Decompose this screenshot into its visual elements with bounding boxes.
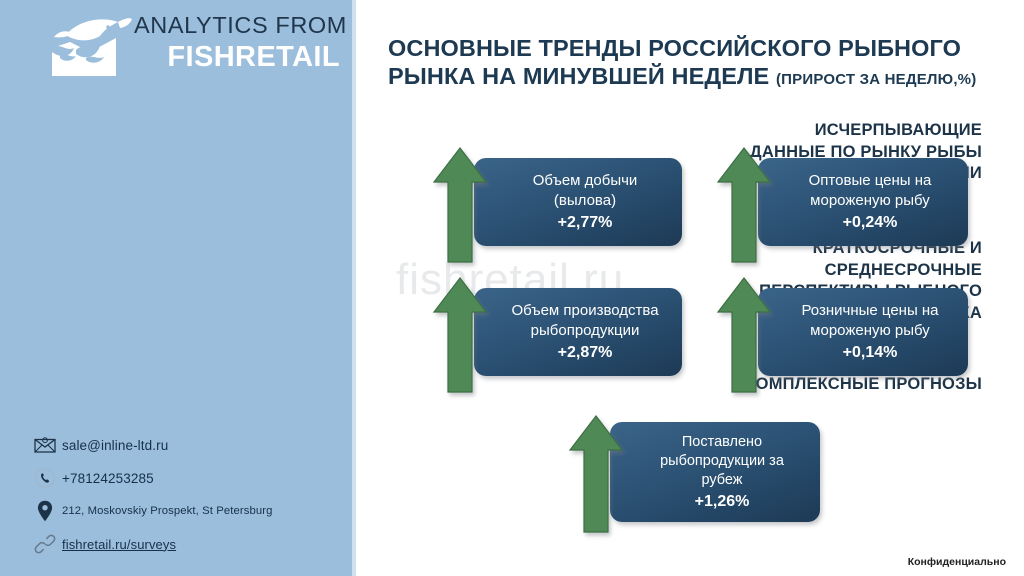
page-title-subnote: (ПРИРОСТ ЗА НЕДЕЛЮ,%) [775,71,977,88]
contact-email-text: sale@inline-ltd.ru [62,437,169,453]
metric-card-label: Поставлено рыбопродукции за рубеж [660,433,784,488]
arrow-up-icon [716,276,772,394]
phone-icon [28,467,62,489]
sidebar [0,0,352,576]
contact-website-text[interactable]: fishretail.ru/surveys [62,536,177,552]
map-pin-icon [28,500,62,522]
metric-card-body: Оптовые цены на мороженую рыбу +0,24% [758,158,968,246]
metric-card-value: +0,24% [842,214,898,231]
contact-phone-text: +78124253285 [62,470,154,486]
brand-line-fishretail: FISHRETAIL [167,41,340,73]
page-title-main: ОСНОВНЫЕ ТРЕНДЫ РОССИЙСКОГО РЫБНОГО РЫНК… [388,35,961,89]
contact-address: 212, Moskovskiy Prospekt, St Petersburg [28,496,338,526]
metric-card-body: Поставлено рыбопродукции за рубеж +1,26% [610,422,820,522]
metric-card-value: +0,14% [842,344,898,361]
arrow-up-icon [568,414,624,534]
arrow-up-icon [716,146,772,264]
metric-card-label: Объем добычи (вылова) [532,172,638,209]
metric-card-body: Розничные цены на мороженую рыбу +0,14% [758,288,968,376]
fish-wave-logo-icon [30,8,134,84]
metric-card-label: Розничные цены на мороженую рыбу [801,302,939,339]
metric-card-label: Оптовые цены на мороженую рыбу [808,172,932,209]
arrow-up-icon [432,146,488,264]
contact-email[interactable]: sale@inline-ltd.ru [28,430,338,460]
metric-card-value: +1,26% [694,492,750,510]
confidential-footer: Конфиденциально [907,556,1006,568]
contact-list: sale@inline-ltd.ru +78124253285 212, Mos… [28,430,338,562]
metric-card-label: Объем производства рыбопродукции [511,302,659,339]
metric-card-body: Объем добычи (вылова) +2,77% [474,158,682,246]
link-icon [28,533,62,555]
metric-card-value: +2,77% [557,214,613,231]
contact-website[interactable]: fishretail.ru/surveys [28,529,338,559]
brand-header: ANALYTICS FROM FISHRETAIL [0,0,352,98]
sidebar-divider [352,0,356,576]
brand-line-analytics-from: ANALYTICS FROM [134,12,347,38]
sidebar-block-3: КОМПЛЕКСНЫЕ ПРОГНОЗЫ [745,375,982,393]
envelope-icon [28,437,62,453]
arrow-up-icon [432,276,488,394]
metric-card-value: +2,87% [557,344,613,361]
contact-phone[interactable]: +78124253285 [28,463,338,493]
metric-card-body: Объем производства рыбопродукции +2,87% [474,288,682,376]
contact-address-text: 212, Moskovskiy Prospekt, St Petersburg [62,505,273,517]
page-title: ОСНОВНЫЕ ТРЕНДЫ РОССИЙСКОГО РЫБНОГО РЫНК… [388,34,1000,94]
